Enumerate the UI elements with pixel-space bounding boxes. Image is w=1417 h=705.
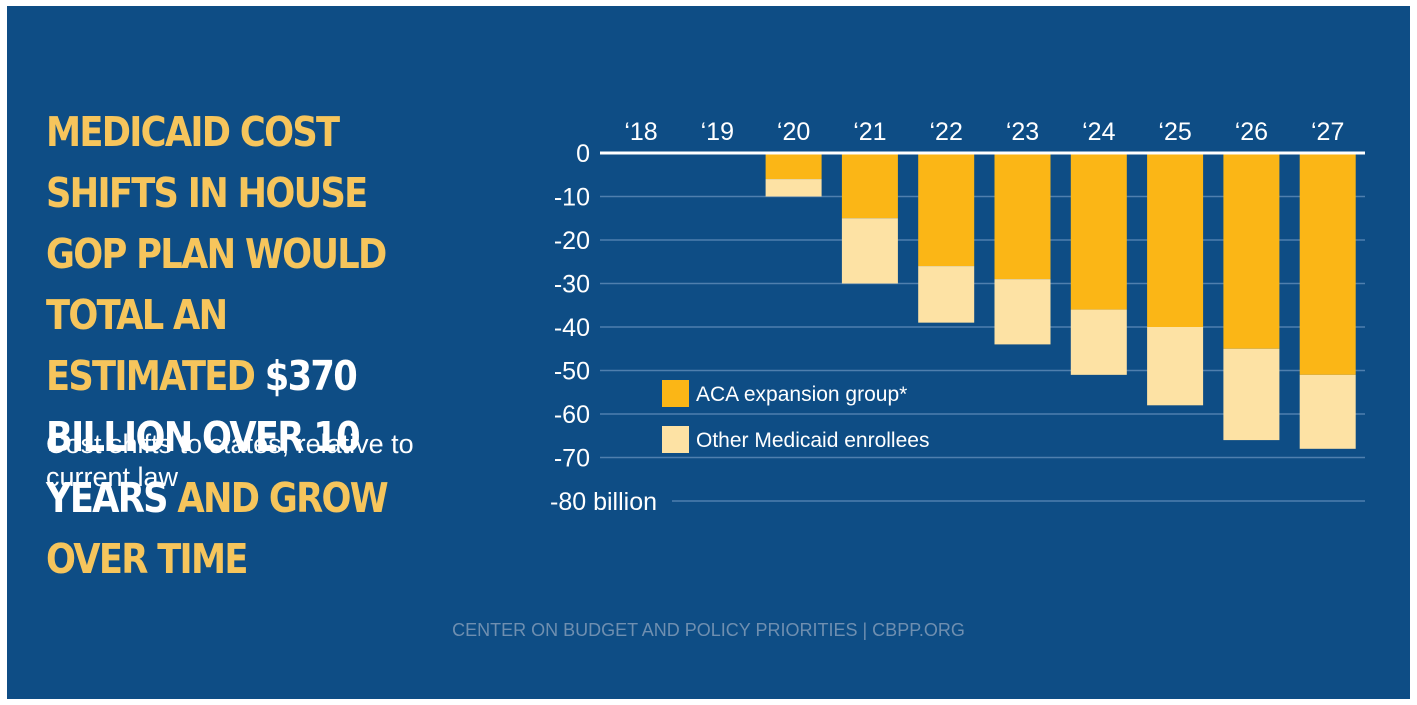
x-tick-label: ‘25 (1158, 118, 1191, 146)
bar-aca-expansion (1299, 153, 1356, 375)
x-tick-label: ‘19 (701, 118, 734, 146)
y-tick-label: -70 (554, 445, 590, 473)
y-axis-labels: 0 -10 -20 -30 -40 -50 -60 -70 -80 billion (550, 140, 657, 516)
legend: ACA expansion group* Other Medicaid enro… (662, 380, 929, 453)
bar-aca-expansion (1223, 153, 1280, 349)
x-tick-label: ‘22 (930, 118, 963, 146)
y-tick-label: -40 (554, 314, 590, 342)
headline-part3: and grow over time (46, 474, 389, 583)
legend-label-other: Other Medicaid enrollees (696, 429, 929, 452)
y-tick-label: -50 (554, 358, 590, 386)
y-tick-label: -60 (554, 401, 590, 429)
legend-label-aca: ACA expansion group* (696, 383, 907, 406)
source-credit: CENTER ON BUDGET AND POLICY PRIORITIES |… (452, 620, 965, 640)
bar-other-enrollees (841, 218, 898, 284)
bar-aca-expansion (1070, 153, 1127, 310)
x-tick-label: ‘24 (1082, 118, 1115, 146)
x-tick-label: ‘26 (1235, 118, 1268, 146)
x-tick-label: ‘20 (777, 118, 810, 146)
bars (765, 153, 1356, 449)
y-tick-label: -20 (554, 227, 590, 255)
x-tick-label: ‘21 (853, 118, 886, 146)
x-tick-label: ‘27 (1311, 118, 1344, 146)
bar-other-enrollees (1299, 374, 1356, 449)
bar-other-enrollees (918, 266, 975, 323)
subtitle: Cost shifts to states, relative to curre… (46, 429, 414, 492)
bar-aca-expansion (918, 153, 975, 267)
headline-part1: Medicaid cost shifts in House GOP plan w… (46, 108, 387, 400)
bar-other-enrollees (1070, 309, 1127, 375)
headline-highlight: $370 billion over 10 years (46, 352, 361, 522)
bar-other-enrollees (994, 279, 1051, 345)
legend-swatch-other (662, 426, 689, 453)
x-tick-label: ‘18 (624, 118, 657, 146)
y-tick-label: -80 billion (550, 488, 657, 516)
headline: Medicaid cost shifts in House GOP plan w… (46, 102, 442, 590)
bar-aca-expansion (765, 153, 822, 180)
bar-other-enrollees (1147, 327, 1204, 406)
y-tick-label: -30 (554, 271, 590, 299)
bar-aca-expansion (994, 153, 1051, 280)
x-tick-label: ‘23 (1006, 118, 1039, 146)
y-tick-label: -10 (554, 184, 590, 212)
bar-other-enrollees (765, 179, 822, 197)
bar-other-enrollees (1223, 348, 1280, 441)
legend-swatch-aca (662, 380, 689, 407)
y-tick-label: 0 (576, 140, 590, 168)
x-axis-labels: ‘18 ‘19 ‘20 ‘21 ‘22 ‘23 ‘24 ‘25 ‘26 ‘27 (624, 118, 1344, 146)
bar-aca-expansion (841, 153, 898, 219)
bar-aca-expansion (1147, 153, 1204, 327)
